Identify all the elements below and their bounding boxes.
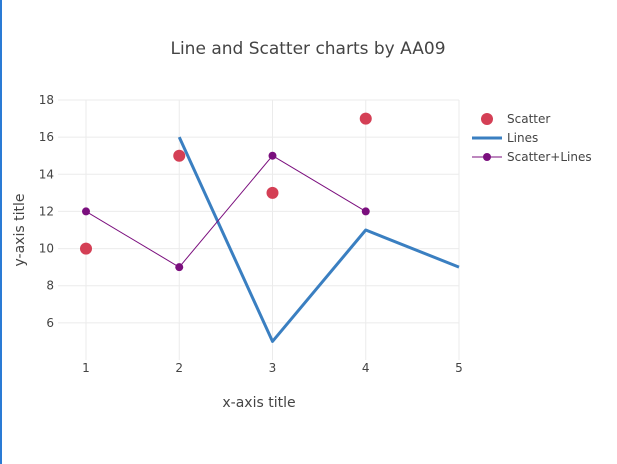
y-axis-ticks: 6 8 10 12 14 16 18 xyxy=(39,93,54,330)
x-tick-label: 4 xyxy=(362,361,370,375)
y-tick-label: 16 xyxy=(39,130,54,144)
data-point[interactable] xyxy=(266,186,279,199)
legend-label: Scatter+Lines xyxy=(507,150,592,164)
series-line[interactable] xyxy=(85,155,367,268)
grid-lines xyxy=(58,99,460,360)
y-tick-label: 8 xyxy=(46,279,54,293)
plot-area[interactable] xyxy=(80,112,460,343)
y-tick-label: 12 xyxy=(39,204,54,218)
y-tick-label: 6 xyxy=(46,316,54,330)
legend-marker xyxy=(481,113,493,125)
chart-title: Line and Scatter charts by AA09 xyxy=(170,39,445,59)
legend-label: Lines xyxy=(507,131,538,145)
y-tick-label: 18 xyxy=(39,93,54,107)
y-tick-label: 10 xyxy=(39,242,54,256)
legend[interactable]: Scatter Lines Scatter+Lines xyxy=(472,112,592,164)
legend-marker xyxy=(483,153,491,161)
data-point[interactable] xyxy=(80,242,92,255)
x-tick-label: 1 xyxy=(82,361,90,375)
legend-item-lines[interactable]: Lines xyxy=(472,131,538,145)
legend-label: Scatter xyxy=(507,112,550,126)
x-tick-label: 3 xyxy=(269,361,277,375)
y-axis-title: y-axis title xyxy=(12,194,28,267)
x-axis-ticks: 1 2 3 4 5 xyxy=(82,361,463,375)
series-line[interactable] xyxy=(177,136,460,343)
data-point[interactable] xyxy=(175,263,184,272)
y-tick-label: 14 xyxy=(39,167,54,181)
window-left-border xyxy=(0,0,2,464)
x-tick-label: 2 xyxy=(175,361,183,375)
data-point[interactable] xyxy=(173,149,186,162)
legend-item-scatter-lines[interactable]: Scatter+Lines xyxy=(472,150,592,164)
data-point[interactable] xyxy=(361,207,370,216)
data-point[interactable] xyxy=(268,151,277,160)
series-scatter-lines[interactable] xyxy=(82,151,370,272)
series-lines[interactable] xyxy=(177,136,460,343)
x-axis-title: x-axis title xyxy=(222,395,295,411)
data-point[interactable] xyxy=(359,112,372,125)
legend-item-scatter[interactable]: Scatter xyxy=(481,112,550,126)
x-tick-label: 5 xyxy=(455,361,463,375)
data-point[interactable] xyxy=(82,207,90,216)
series-scatter[interactable] xyxy=(80,112,372,255)
